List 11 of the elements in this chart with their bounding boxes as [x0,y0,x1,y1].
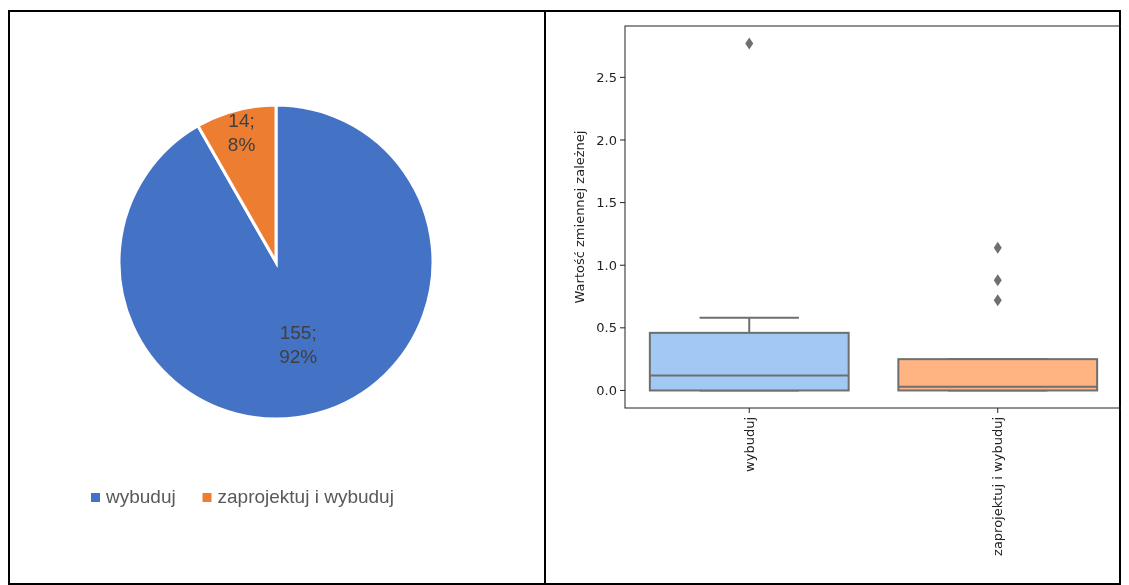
y-tick-label: 1.5 [596,195,617,211]
data-label: 14; 8% [227,109,256,155]
data-label: 155; 92% [279,322,318,368]
y-tick-label: 0.0 [596,383,617,399]
y-axis-title: Wartość zmiennej zależnej [572,130,587,304]
y-tick-label: 0.5 [596,320,617,336]
legend-label: wybuduj [105,486,176,507]
y-tick-label: 2.5 [596,69,617,85]
y-tick-label: 2.0 [596,132,617,148]
legend-label: zaprojektuj i wybuduj [217,486,394,507]
y-tick-label: 1.0 [596,257,617,273]
